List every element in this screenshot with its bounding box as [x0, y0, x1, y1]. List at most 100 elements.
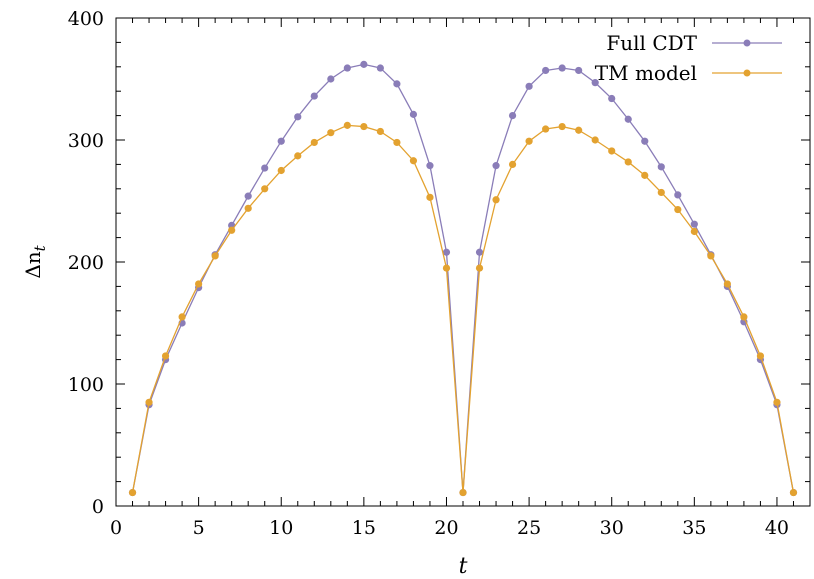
series-tm-model — [128, 121, 798, 497]
x-tick-label: 25 — [517, 517, 541, 539]
data-point-tm-model — [261, 185, 269, 193]
data-point-full-cdt — [277, 137, 285, 145]
series-line-full-cdt — [131, 63, 795, 493]
data-point-tm-model — [459, 488, 467, 497]
legend-marker-tm-model — [743, 69, 751, 77]
x-tick-label: 30 — [600, 517, 624, 539]
y-tick-labels: 0 100 200 300 400 — [68, 8, 104, 518]
data-point-full-cdt — [525, 82, 533, 90]
x-tick-labels: 0 5 10 15 20 25 30 35 40 — [110, 517, 789, 539]
data-point-full-cdt — [343, 64, 351, 72]
x-axis-label: t — [459, 554, 468, 579]
data-point-full-cdt — [244, 192, 252, 200]
data-point-tm-model — [674, 205, 682, 214]
data-point-tm-model — [145, 398, 153, 406]
data-point-tm-model — [376, 127, 384, 136]
data-point-tm-model — [542, 125, 550, 133]
data-point-tm-model — [657, 188, 665, 197]
data-point-full-cdt — [674, 191, 682, 199]
data-point-tm-model — [608, 147, 616, 155]
data-point-tm-model — [475, 264, 484, 272]
data-point-full-cdt — [475, 248, 484, 256]
data-point-tm-model — [740, 313, 748, 321]
data-point-full-cdt — [310, 92, 318, 100]
data-point-full-cdt — [657, 163, 665, 171]
data-point-full-cdt — [641, 137, 649, 145]
data-point-full-cdt — [575, 66, 583, 75]
y-axis-label-subscript: t — [31, 244, 49, 251]
data-point-tm-model — [756, 352, 765, 360]
data-point-tm-model — [178, 313, 186, 321]
data-point-tm-model — [228, 226, 236, 234]
data-point-tm-model — [211, 252, 219, 260]
data-point-tm-model — [393, 138, 401, 147]
y-tick-label: 400 — [68, 8, 104, 30]
x-tick-label: 40 — [765, 517, 789, 539]
data-point-full-cdt — [442, 248, 451, 256]
y-axis-label: Δnt — [21, 244, 49, 278]
data-point-full-cdt — [542, 66, 550, 75]
y-tick-label: 0 — [92, 496, 104, 518]
x-tick-label: 35 — [682, 517, 706, 539]
data-point-tm-model — [641, 171, 649, 179]
data-point-full-cdt — [558, 64, 566, 72]
data-point-full-cdt — [360, 60, 368, 68]
x-tick-label: 10 — [269, 517, 293, 539]
data-point-tm-model — [195, 280, 203, 288]
data-point-tm-model — [277, 166, 285, 175]
axis-ticks — [115, 17, 811, 507]
data-point-tm-model — [773, 398, 781, 406]
data-point-full-cdt — [608, 94, 616, 103]
data-point-tm-model — [128, 488, 137, 497]
y-tick-label: 100 — [68, 374, 104, 396]
plot-frame — [115, 17, 811, 507]
data-point-tm-model — [442, 264, 451, 272]
data-point-tm-model — [294, 152, 302, 160]
data-point-full-cdt — [508, 112, 517, 120]
x-tick-label: 15 — [352, 517, 376, 539]
series-line-tm-model — [131, 124, 795, 493]
data-point-full-cdt — [426, 162, 434, 170]
data-point-full-cdt — [327, 75, 335, 83]
data-point-tm-model — [723, 280, 731, 288]
data-point-tm-model — [690, 227, 698, 236]
data-point-tm-model — [558, 122, 566, 131]
legend: Full CDT TM model — [595, 31, 782, 85]
data-point-full-cdt — [409, 110, 418, 118]
data-point-full-cdt — [261, 164, 269, 172]
x-tick-label: 5 — [193, 517, 205, 539]
data-point-tm-model — [525, 137, 533, 145]
data-point-tm-model — [161, 352, 170, 360]
data-point-tm-model — [343, 121, 351, 129]
data-point-full-cdt — [624, 115, 632, 123]
data-point-tm-model — [707, 252, 715, 260]
data-point-full-cdt — [492, 162, 500, 170]
data-point-full-cdt — [591, 79, 599, 87]
data-point-tm-model — [244, 204, 252, 212]
legend-marker-full-cdt — [743, 39, 751, 47]
data-point-tm-model — [360, 122, 368, 131]
data-point-tm-model — [310, 138, 318, 147]
x-tick-label: 20 — [434, 517, 458, 539]
series-full-cdt — [128, 60, 798, 497]
data-point-full-cdt — [294, 113, 302, 121]
data-point-tm-model — [426, 193, 434, 201]
data-point-full-cdt — [690, 220, 698, 228]
data-point-full-cdt — [393, 80, 401, 88]
data-point-full-cdt — [376, 64, 384, 72]
data-point-tm-model — [492, 196, 500, 204]
legend-label-tm-model: TM model — [595, 61, 697, 85]
data-point-tm-model — [409, 157, 418, 165]
x-tick-label: 0 — [110, 517, 122, 539]
data-point-tm-model — [624, 158, 632, 166]
series-layer — [128, 60, 798, 497]
y-tick-label: 300 — [68, 130, 104, 152]
data-point-tm-model — [575, 126, 583, 134]
data-point-tm-model — [591, 136, 599, 144]
legend-label-full-cdt: Full CDT — [606, 31, 697, 55]
y-tick-label: 200 — [68, 252, 104, 274]
data-point-tm-model — [327, 129, 335, 137]
y-axis-label-main: Δn — [21, 251, 45, 278]
data-point-tm-model — [789, 488, 798, 497]
